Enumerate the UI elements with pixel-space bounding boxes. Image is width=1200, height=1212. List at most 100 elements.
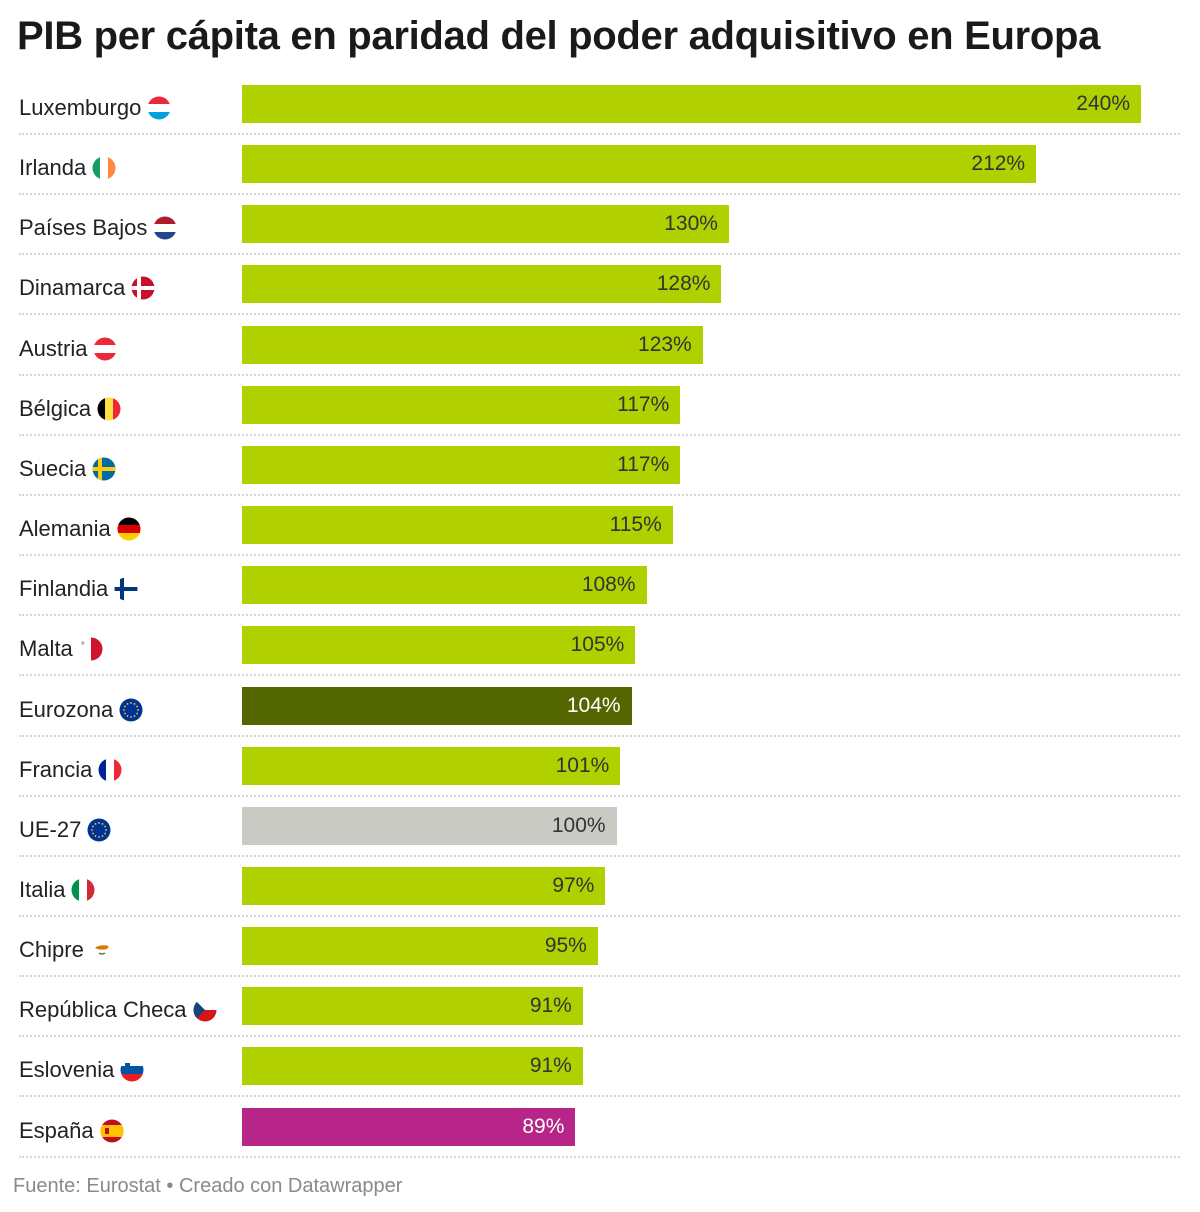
category-name: Suecia: [19, 455, 87, 481]
bar-row: UE-27 100%: [0, 806, 1180, 867]
category-name: Malta: [19, 636, 73, 662]
bar: [242, 866, 606, 905]
value-label: 105%: [570, 633, 625, 657]
category-name: UE-27: [19, 816, 82, 842]
row-divider: [19, 133, 1180, 135]
flag-dk-icon: [131, 276, 155, 300]
bar: [242, 445, 681, 484]
category-name: Irlanda: [19, 155, 87, 181]
bar-row: República Checa 91%: [0, 987, 1180, 1047]
category-name: Luxemburgo: [19, 95, 142, 120]
bar-row: Dinamarca 128%: [0, 265, 1180, 325]
value-label: 91%: [529, 994, 572, 1018]
category-label: Luxemburgo: [19, 89, 171, 127]
value-label: 95%: [544, 934, 587, 958]
row-divider: [19, 193, 1180, 196]
bar: [242, 325, 703, 364]
category-name: Países Bajos: [19, 215, 148, 241]
category-label: Finlandia: [19, 570, 138, 608]
category-label: Malta: [19, 630, 103, 668]
bar: [242, 746, 621, 785]
category-name: Alemania: [19, 516, 111, 542]
bar-row: Eurozona 104%: [0, 686, 1180, 747]
category-label: Austria: [19, 330, 117, 368]
category-name: República Checa: [19, 997, 187, 1023]
category-name: España: [19, 1117, 94, 1143]
row-divider: [19, 1035, 1180, 1038]
value-label: 128%: [656, 272, 711, 296]
value-label: 240%: [1076, 92, 1130, 115]
category-label: Dinamarca: [19, 269, 155, 307]
bar: [242, 626, 636, 665]
flag-mt-icon: [79, 637, 103, 661]
bar: [242, 686, 632, 725]
category-label: Italia: [19, 871, 95, 909]
bar: [242, 927, 598, 966]
row-divider: [19, 1155, 1180, 1158]
flag-be-icon: [97, 397, 121, 421]
category-name: Eurozona: [19, 696, 114, 722]
row-divider: [19, 433, 1180, 436]
row-divider: [19, 554, 1180, 557]
flag-eu-icon: [87, 818, 111, 842]
flag-it-icon: [71, 878, 95, 902]
value-label: 97%: [552, 873, 595, 897]
value-label: 104%: [566, 693, 621, 717]
category-label: Eurozona: [19, 691, 143, 729]
row-divider: [19, 1095, 1180, 1098]
category-name: Finlandia: [19, 576, 109, 602]
value-label: 91%: [529, 1054, 572, 1078]
category-label: Países Bajos: [19, 209, 177, 247]
bar-row: España 89%: [0, 1107, 1180, 1168]
bar-row: Francia 101%: [0, 746, 1180, 807]
flag-de-icon: [117, 517, 141, 541]
category-label: Suecia: [19, 450, 116, 488]
value-label: 108%: [581, 573, 636, 597]
bar: [242, 987, 583, 1026]
bar: [242, 1107, 576, 1146]
bar: [242, 145, 1037, 184]
bar-row: Eslovenia 91%: [0, 1047, 1180, 1107]
category-label: República Checa: [19, 991, 217, 1029]
flag-ie-icon: [92, 156, 116, 180]
row-divider: [19, 854, 1180, 857]
bar-row: Malta 105%: [0, 626, 1180, 686]
bar: [242, 506, 673, 545]
category-label: Irlanda: [19, 149, 116, 187]
category-name: Austria: [19, 335, 88, 361]
category-label: Alemania: [19, 510, 141, 548]
bar-row: Italia 97%: [0, 866, 1180, 927]
row-divider: [19, 794, 1180, 797]
category-name: Dinamarca: [19, 275, 126, 301]
value-label: 117%: [617, 392, 670, 416]
row-divider: [19, 493, 1180, 496]
flag-es-icon: [100, 1119, 124, 1143]
row-divider: [19, 373, 1180, 376]
flag-se-icon: [92, 457, 116, 481]
flag-at-icon: [93, 337, 117, 361]
category-label: Bélgica: [19, 390, 121, 428]
bar: [242, 806, 617, 845]
category-name: Chipre: [19, 937, 84, 963]
bar-row: Bélgica 117%: [0, 385, 1180, 446]
bar-row: Finlandia 108%: [0, 566, 1180, 626]
category-name: Italia: [19, 876, 66, 902]
bar-row: Luxemburgo 240%: [0, 85, 1180, 145]
category-label: Francia: [19, 751, 122, 789]
bar-row: Austria 123%: [0, 325, 1180, 386]
bar-row: Irlanda 212%: [0, 145, 1180, 205]
row-divider: [19, 975, 1180, 978]
value-label: 212%: [971, 152, 1026, 176]
category-name: Francia: [19, 756, 93, 782]
flag-cz-icon: [193, 998, 217, 1022]
flag-fr-icon: [98, 758, 122, 782]
bar: [242, 566, 647, 605]
value-label: 115%: [609, 513, 662, 537]
row-divider: [19, 313, 1180, 316]
bar-row: Chipre 95%: [0, 927, 1180, 987]
bar: [242, 85, 1141, 123]
category-name: Bélgica: [19, 395, 92, 421]
flag-eu-icon: [119, 698, 143, 722]
row-divider: [19, 614, 1180, 617]
